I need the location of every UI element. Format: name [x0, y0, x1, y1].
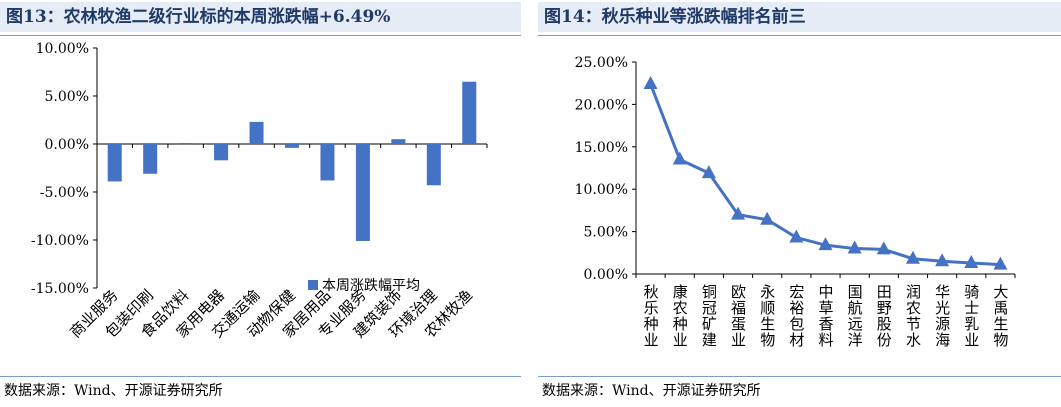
bar [391, 139, 406, 144]
right-title-divider [538, 35, 1061, 36]
bar [426, 144, 441, 186]
x-category-label: 宏裕包材 [787, 284, 805, 348]
bar [285, 144, 299, 148]
y-tick-label: 0.00% [45, 137, 89, 153]
data-point-marker [847, 240, 862, 254]
x-category-label: 润农节水 [904, 284, 922, 348]
bar [178, 143, 193, 145]
x-category-label: 田野股份 [875, 284, 893, 348]
data-point-marker [818, 237, 833, 251]
left-bar-chart: -15.00%-10.00%-5.00%0.00%5.00%10.00%商业服务… [31, 41, 488, 341]
right-line-chart: 0.00% 5.00% 10.00% 15.00% 20.00% 25.00% 秋乐种业 康农… [575, 55, 1016, 348]
x-category-label: 骑士乳业 [962, 284, 980, 348]
bar [214, 144, 229, 161]
y-tick-label: 15.00% [575, 140, 628, 156]
y-tick-label: -5.00% [40, 185, 89, 201]
x-category-label: 大禹生物 [991, 284, 1009, 348]
data-point-marker [643, 76, 658, 90]
data-point-marker [789, 229, 804, 243]
right-source-note: 数据来源：Wind、开源证券研究所 [542, 383, 761, 399]
right-chart-title: 图14：秋乐种业等涨跌幅排名前三 [538, 2, 1061, 32]
left-source-divider [0, 376, 521, 377]
x-category-label: 永顺生物 [758, 284, 776, 348]
right-chart-panel: 图14：秋乐种业等涨跌幅排名前三 0.00% 5.00% 10.00% 15.00% 2… [538, 0, 1061, 407]
bar [462, 81, 477, 144]
legend-swatch [308, 280, 318, 290]
legend-label: 本周涨跌幅平均 [322, 278, 420, 294]
left-chart-title: 图13：农林牧渔二级行业标的本周涨跌幅+6.49% [0, 2, 521, 32]
y-tick-label: 20.00% [575, 97, 628, 113]
y-tick-label: 5.00% [584, 225, 628, 241]
x-category-label: 铜冠矿建 [700, 284, 718, 348]
x-category-label: 国航远洋 [846, 284, 864, 348]
data-point-marker [672, 151, 687, 165]
data-point-marker [993, 256, 1008, 270]
y-tick-label: 25.00% [575, 55, 628, 71]
x-category-label: 秋乐种业 [642, 284, 660, 348]
data-point-marker [701, 165, 716, 179]
data-point-marker [964, 254, 979, 268]
left-chart-panel: 图13：农林牧渔二级行业标的本周涨跌幅+6.49% -15.00% -10.00%… [0, 0, 521, 407]
y-tick-label: 5.00% [45, 89, 89, 105]
left-title-divider [0, 35, 521, 36]
bar [107, 144, 122, 182]
x-category-label: 中草香料 [817, 284, 835, 348]
bar [320, 144, 335, 181]
data-point-marker [876, 241, 891, 255]
data-point-marker [935, 253, 950, 267]
x-category-label: 欧福蛋业 [729, 284, 747, 348]
left-source-note: 数据来源：Wind、开源证券研究所 [4, 383, 223, 399]
y-tick-label: -10.00% [31, 233, 89, 249]
y-tick-label: -15.00% [31, 281, 89, 297]
bar [249, 121, 264, 144]
x-category-label: 康农种业 [671, 284, 689, 348]
right-source-divider [538, 376, 1061, 377]
data-point-marker [760, 211, 775, 225]
x-category-label: 华光源海 [933, 284, 951, 348]
y-tick-label: 0.00% [584, 267, 628, 283]
y-tick-label: 10.00% [575, 182, 628, 198]
y-tick-label: 10.00% [36, 41, 89, 57]
data-point-marker [905, 250, 920, 264]
bar [143, 144, 158, 174]
data-point-marker [731, 206, 746, 220]
bar [355, 144, 370, 241]
